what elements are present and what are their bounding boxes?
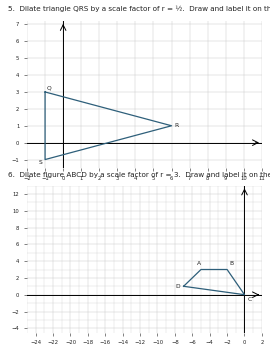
Text: A: A xyxy=(197,261,201,266)
Text: B: B xyxy=(230,261,234,266)
Text: D: D xyxy=(176,284,180,289)
Text: R: R xyxy=(174,123,178,128)
Text: 5.  Dilate triangle QRS by a scale factor of r = ½.  Draw and label it on the co: 5. Dilate triangle QRS by a scale factor… xyxy=(8,5,270,12)
Text: C: C xyxy=(248,297,252,302)
Text: S: S xyxy=(39,160,42,166)
Text: Q: Q xyxy=(47,85,52,90)
Text: 6.  Dilate figure ABCD by a scale factor of r = 3.  Draw and label it on the coo: 6. Dilate figure ABCD by a scale factor … xyxy=(8,172,270,178)
